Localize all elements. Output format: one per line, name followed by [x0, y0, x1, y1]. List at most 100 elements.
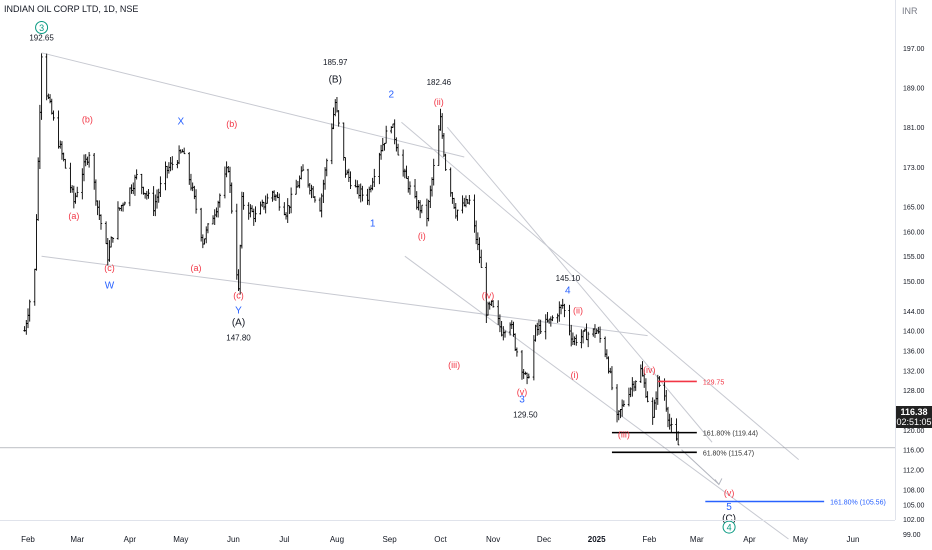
ohlc-bar — [93, 153, 96, 190]
ohlc-bar — [520, 350, 524, 380]
ohlc-bar — [403, 168, 407, 179]
wave-label: (i) — [571, 370, 579, 380]
ohlc-bar — [69, 162, 72, 193]
ohlc-bar — [468, 194, 471, 205]
ohlc-bar — [213, 209, 216, 226]
ohlc-bar — [211, 215, 215, 225]
wave-label: (iii) — [448, 360, 460, 370]
time-tick-label: Apr — [743, 535, 756, 544]
ohlc-bar — [408, 181, 412, 195]
ohlc-bar — [378, 152, 381, 185]
ohlc-bar — [238, 244, 242, 295]
wave-label: 4 — [727, 523, 732, 533]
ohlc-bar — [366, 188, 369, 205]
ohlc-bar — [666, 406, 670, 428]
price-tick-label: 136.00 — [903, 348, 925, 355]
ohlc-bar — [631, 377, 634, 397]
ohlc-bar — [644, 378, 648, 398]
ohlc-bar — [571, 332, 575, 345]
ohlc-bar — [627, 387, 631, 407]
ohlc-bar — [266, 193, 269, 204]
ohlc-bar — [451, 192, 454, 204]
ohlc-bar — [473, 194, 476, 233]
last-price-value: 116.38 — [900, 407, 928, 417]
ohlc-bar — [330, 123, 334, 165]
ohlc-bar — [373, 168, 376, 187]
ohlc-bar — [167, 162, 171, 174]
ohlc-bar — [203, 238, 206, 245]
ohlc-bar — [347, 168, 351, 182]
ohlc-bar — [563, 303, 566, 318]
ohlc-bar — [261, 199, 264, 208]
ohlc-bar — [461, 195, 464, 214]
time-axis[interactable]: Feb Mar Apr May Jun Jul Aug Sep Oct Nov Dec 2025 Feb… — [21, 535, 859, 544]
ohlc-bar — [259, 201, 262, 215]
ohlc-bar — [480, 249, 483, 269]
wave-circle-marker — [722, 520, 736, 534]
channel-trend-line — [401, 121, 800, 461]
ohlc-bar — [342, 122, 345, 161]
ohlc-bar — [298, 175, 301, 189]
time-tick-label: Dec — [537, 535, 551, 544]
ohlc-bar — [301, 164, 305, 172]
ohlc-bar — [216, 200, 220, 218]
price-tick-label: 165.00 — [903, 205, 925, 212]
ohlc-bar — [609, 367, 612, 374]
ohlc-bar — [86, 156, 89, 166]
ohlc-bar — [128, 187, 132, 207]
ohlc-bar — [25, 319, 28, 335]
ohlc-bar — [60, 141, 64, 160]
ohlc-bar — [35, 214, 38, 271]
ohlc-bar — [247, 202, 250, 220]
ohlc-bar — [74, 192, 77, 204]
price-annotation: 129.50 — [513, 410, 538, 419]
time-tick-label: Sep — [382, 535, 397, 544]
ohlc-bar — [296, 180, 300, 188]
ohlc-bar — [283, 202, 286, 216]
ohlc-bar — [561, 298, 564, 309]
ohlc-bar — [252, 208, 255, 226]
ohlc-bar — [668, 413, 671, 430]
ohlc-bar — [670, 417, 673, 433]
ohlc-bar — [237, 269, 240, 291]
price-axis[interactable]: 197.00 189.00 181.00 173.00 165.00 160.00 155.… — [903, 46, 925, 539]
ohlc-bar — [165, 165, 169, 179]
ohlc-bar — [320, 193, 323, 218]
ohlc-bar — [262, 201, 266, 210]
price-tick-label: 144.00 — [903, 309, 925, 316]
level-label: 161.80% (105.56) — [830, 499, 886, 506]
ohlc-bar — [354, 179, 357, 188]
ohlc-bar — [476, 232, 480, 251]
channel-trend-line — [41, 52, 465, 158]
ohlc-bar — [651, 397, 654, 425]
wave-label: 4 — [565, 285, 571, 296]
ohlc-bar — [26, 308, 30, 329]
ohlc-bar — [325, 158, 328, 177]
wave-label: (b) — [226, 119, 237, 129]
ohlc-bar — [223, 166, 227, 199]
ohlc-bar — [427, 199, 430, 222]
ohlc-bar — [442, 132, 446, 158]
wave-label: 5 — [726, 502, 732, 513]
price-tick-label: 160.00 — [903, 229, 925, 236]
price-tick-label: 112.00 — [903, 468, 924, 475]
ohlc-bar — [617, 410, 620, 421]
ohlc-bar — [646, 391, 649, 403]
ohlc-bar — [45, 53, 48, 101]
ohlc-bar — [444, 153, 447, 171]
wave-label: (iv) — [482, 290, 495, 300]
ohlc-bar — [396, 143, 400, 156]
ohlc-bar — [437, 125, 441, 166]
price-tick-label: 116.00 — [903, 448, 924, 455]
wave-label: (ii) — [573, 305, 583, 315]
ohlc-bar — [135, 169, 138, 180]
ohlc-bar — [359, 183, 362, 203]
price-tick-label: 132.00 — [903, 368, 925, 375]
wave-label: (c) — [104, 263, 115, 273]
ohlc-bar — [176, 159, 179, 169]
wave-label: 3 — [39, 23, 44, 33]
time-tick-label: 2025 — [588, 535, 606, 544]
ohlc-bar — [313, 196, 317, 203]
